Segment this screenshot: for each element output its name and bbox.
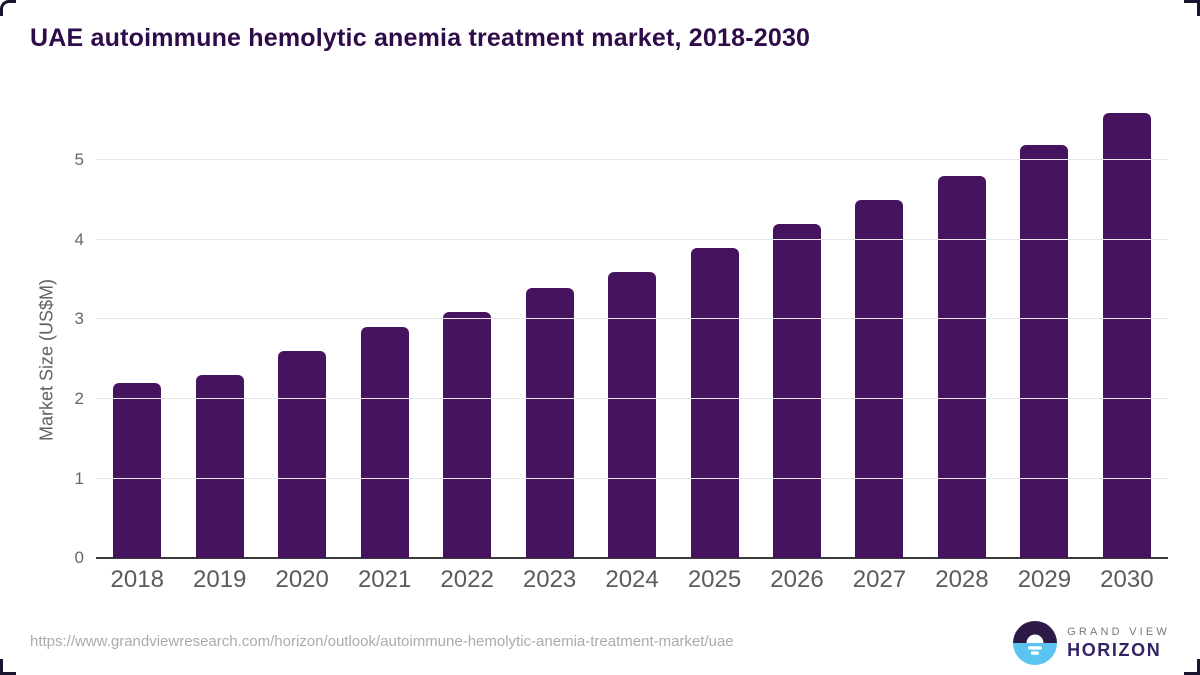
bar-2018 [113,383,162,558]
x-tick-label-2022: 2022 [440,566,494,593]
corner-mark-top-left [0,0,16,16]
x-tick-label-2023: 2023 [522,566,577,593]
grandview-horizon-logo: GRAND VIEW HORIZON [1012,620,1170,666]
bar-slot-2021 [343,100,425,558]
x-tick-label-2024: 2024 [605,566,659,593]
bar-chart-plot-area: 0 1 2 3 4 5 [75,100,1168,566]
bar-slot-2019 [178,100,260,558]
bar-2020 [278,351,327,558]
corner-mark-bottom-left [0,659,16,675]
logo-text: GRAND VIEW HORIZON [1067,626,1170,661]
x-tick-label-2020: 2020 [275,566,329,593]
bar-2028 [937,176,986,558]
y-tick-label-2: 2 [74,388,84,408]
x-axis-labels: 2018 2019 2020 2021 2022 2023 2024 2025 2026 2027… [96,566,1168,594]
gridline-y-1 [96,477,1168,479]
gridline-y-2 [96,397,1168,399]
bar-2021 [360,327,409,558]
y-tick-label-4: 4 [74,229,84,249]
corner-mark-top-right [1184,0,1200,16]
gridline-y-5 [96,159,1168,161]
y-axis-title: Market Size (US$M) [36,278,57,442]
logo-brand-line1: GRAND VIEW [1067,625,1170,638]
x-tick-label-2018: 2018 [110,566,164,593]
y-tick-label-5: 5 [74,150,84,170]
chart-title: UAE autoimmune hemolytic anemia treatmen… [30,24,811,52]
bar-2027 [855,200,904,558]
bar-2023 [525,287,574,558]
horizon-sunrise-icon [1013,621,1058,665]
bar-slot-2023 [508,100,590,558]
source-url: https://www.grandviewresearch.com/horizo… [30,633,734,650]
bar-slot-2022 [426,100,508,558]
bar-2019 [195,375,244,558]
y-tick-label-3: 3 [74,309,84,329]
bars-container [96,100,1168,558]
logo-brand-line2: HORIZON [1067,639,1162,660]
x-tick-label-2019: 2019 [193,566,247,593]
x-tick-label-2028: 2028 [935,566,989,593]
bar-slot-2027 [838,100,920,558]
bar-slot-2030 [1086,100,1168,558]
y-tick-label-1: 1 [74,468,84,488]
bar-2022 [443,311,492,558]
bar-slot-2024 [591,100,673,558]
x-axis-line [96,557,1168,559]
bar-2026 [772,224,821,558]
bar-slot-2025 [673,100,755,558]
gridline-y-3 [96,318,1168,320]
bar-slot-2028 [921,100,1003,558]
x-tick-label-2026: 2026 [770,566,824,593]
x-tick-label-2025: 2025 [687,566,742,593]
x-tick-label-2027: 2027 [852,566,907,593]
bar-slot-2029 [1003,100,1085,558]
gridline-y-4 [96,238,1168,240]
bar-2024 [608,271,657,558]
bar-slot-2018 [96,100,178,558]
bar-2029 [1020,144,1069,558]
x-tick-label-2029: 2029 [1017,566,1072,593]
y-tick-label-0: 0 [74,548,84,567]
corner-mark-bottom-right [1184,659,1200,675]
bar-slot-2020 [261,100,343,558]
x-tick-label-2021: 2021 [357,566,412,593]
bar-slot-2026 [756,100,838,558]
x-tick-label-2030: 2030 [1100,566,1154,593]
bar-2025 [690,247,739,558]
bar-2030 [1102,112,1151,558]
